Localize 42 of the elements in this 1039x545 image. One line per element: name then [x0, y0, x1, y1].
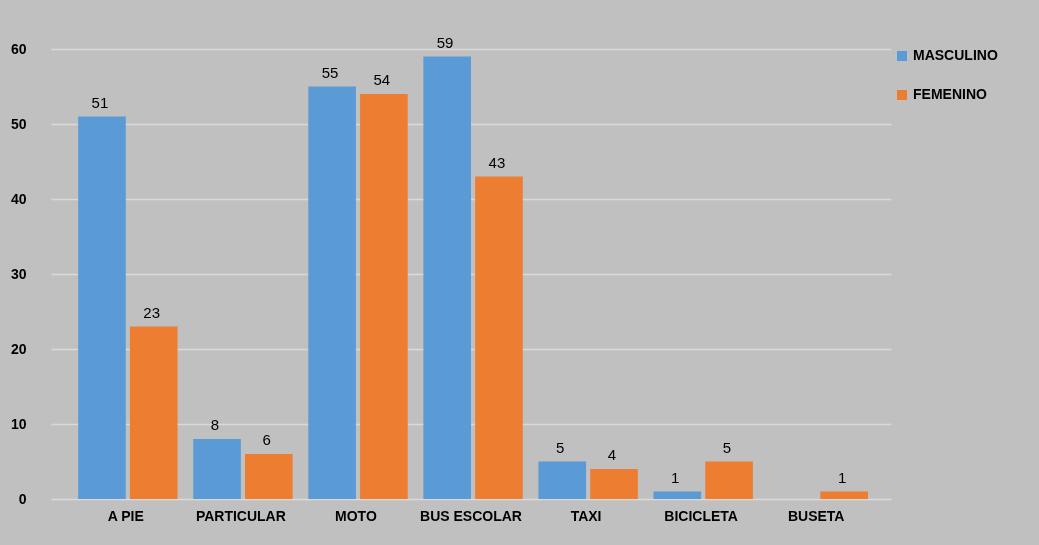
- x-tick-label: BICICLETA: [664, 507, 738, 524]
- y-tick-label: 10: [10, 415, 27, 432]
- data-label: 59: [436, 33, 454, 51]
- data-label: 55: [321, 63, 339, 81]
- data-label: 5: [556, 438, 565, 456]
- data-label: 6: [262, 431, 271, 448]
- data-label: 5: [722, 438, 732, 456]
- bar: [245, 454, 293, 499]
- data-label: 23: [143, 303, 161, 321]
- x-tick-label: BUS ESCOLAR: [420, 507, 522, 524]
- y-tick-label: 40: [10, 190, 27, 207]
- y-tick-label: 50: [10, 115, 27, 132]
- x-tick-label: TAXI: [570, 507, 602, 524]
- bar: [129, 326, 178, 499]
- legend-label: FEMENINO: [913, 86, 987, 102]
- data-label: 1: [837, 468, 847, 486]
- data-label: 54: [373, 71, 391, 88]
- bar: [78, 116, 126, 499]
- x-tick-label: MOTO: [335, 507, 377, 524]
- data-label: 51: [91, 93, 109, 111]
- y-tick-label: 60: [10, 40, 27, 57]
- bar: [538, 461, 587, 499]
- bar: [590, 469, 638, 499]
- bar: [360, 94, 408, 499]
- bar: [820, 491, 868, 499]
- bar: [308, 86, 356, 499]
- data-label: 8: [210, 416, 220, 433]
- y-tick-label: 0: [18, 490, 27, 507]
- bar: [423, 56, 471, 499]
- bar: [705, 461, 753, 499]
- data-label: 4: [607, 446, 617, 463]
- x-tick-label: BUSETA: [787, 507, 845, 524]
- legend-label: MASCULINO: [913, 47, 998, 63]
- bar: [653, 491, 702, 499]
- x-tick-label: PARTICULAR: [195, 507, 286, 524]
- x-tick-label: A PIE: [107, 507, 144, 524]
- data-label: 1: [671, 468, 680, 486]
- data-label: 43: [488, 153, 506, 171]
- bar: [193, 439, 241, 499]
- y-tick-label: 20: [10, 340, 27, 357]
- y-tick-label: 30: [10, 265, 27, 282]
- bar: [475, 176, 523, 499]
